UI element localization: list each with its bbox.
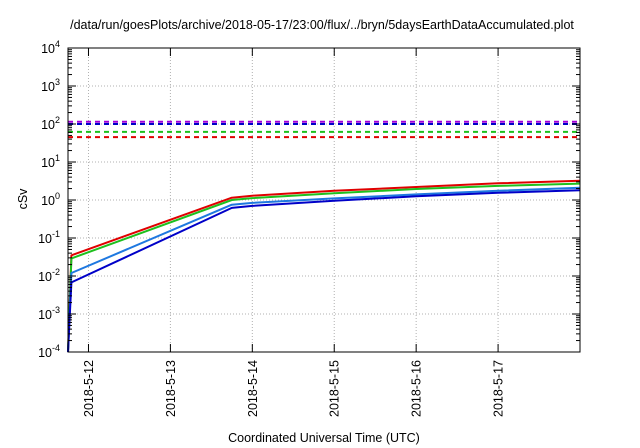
x-tick-label: 2018-5-13	[164, 360, 178, 417]
y-tick-exponent: -1	[52, 229, 60, 239]
plot-frame	[67, 47, 581, 353]
y-tick-label: 102	[41, 115, 60, 132]
series-line	[67, 179, 581, 353]
y-tick-label: 10-2	[38, 267, 60, 284]
x-tick-label: 2018-5-17	[492, 360, 506, 417]
series-line	[67, 186, 581, 353]
x-tick-label: 2018-5-14	[246, 360, 260, 417]
y-tick-exponent: 4	[55, 39, 60, 49]
series-line	[67, 182, 581, 353]
y-tick-exponent: 3	[55, 77, 60, 87]
y-tick-exponent: -3	[52, 305, 60, 315]
ticks: 10-410-310-210-11001011021031042018-5-12…	[38, 39, 580, 417]
y-tick-exponent: -4	[52, 343, 60, 353]
reference-lines	[68, 120, 580, 139]
y-tick-label: 103	[41, 77, 60, 94]
y-axis-label: cSv	[16, 188, 30, 210]
y-tick-label: 100	[41, 191, 60, 208]
series-line	[67, 189, 581, 353]
chart-title: /data/run/goesPlots/archive/2018-05-17/2…	[70, 18, 574, 32]
grid-layer	[68, 48, 580, 352]
x-tick-label: 2018-5-16	[410, 360, 424, 417]
y-tick-label: 10-3	[38, 305, 60, 322]
y-tick-label: 104	[41, 39, 60, 56]
y-tick-exponent: 0	[55, 191, 60, 201]
y-tick-exponent: -2	[52, 267, 60, 277]
x-axis-label: Coordinated Universal Time (UTC)	[228, 431, 420, 445]
y-tick-exponent: 2	[55, 115, 60, 125]
y-tick-exponent: 1	[55, 153, 60, 163]
y-tick-label: 10-4	[38, 343, 60, 360]
y-tick-label: 10-1	[38, 229, 60, 246]
series-layer	[67, 179, 581, 353]
x-tick-label: 2018-5-15	[328, 360, 342, 417]
x-tick-label: 2018-5-12	[82, 360, 96, 417]
y-tick-label: 101	[41, 153, 60, 170]
